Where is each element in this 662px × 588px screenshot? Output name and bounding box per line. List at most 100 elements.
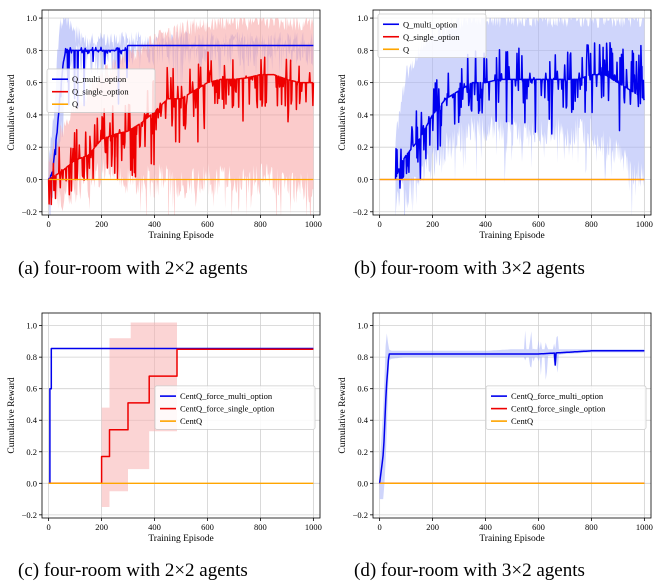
series-group (378, 330, 645, 500)
y-tick-label: 0.6 (357, 384, 368, 394)
x-tick-label: 0 (377, 522, 381, 532)
y-tick-label: 0.4 (26, 110, 37, 120)
x-tick-label: 400 (479, 219, 492, 229)
x-tick-label: 800 (254, 219, 267, 229)
series-group (47, 18, 315, 215)
x-axis-label: Training Episode (479, 534, 544, 544)
legend-label-q: Q (72, 99, 78, 109)
caption-b: (b) four-room with 3×2 agents (354, 258, 585, 279)
chart-d: 0 200 400 600 800 1000 −0.2 0.0 0.2 0.4 0.6 0.8 1.0 T… (338, 312, 653, 544)
x-tick-label: 1000 (305, 219, 322, 229)
legend-box (377, 13, 487, 58)
x-tick-label: 800 (585, 522, 598, 532)
y-tick-label: 0.8 (357, 352, 368, 362)
x-tick-label: 0 (46, 522, 50, 532)
x-tick-label: 600 (532, 219, 545, 229)
chart-panel-a: 0 200 400 600 800 1000 −0.2 0.0 0.2 0.4 0.6 0.8 1.0 T… (0, 0, 331, 250)
legend-label-q-single-option: Q_single_option (403, 32, 460, 42)
legend-label-centq: CentQ (511, 416, 533, 426)
legend-label-centq: CentQ (180, 416, 202, 426)
chart-panel-c: 0 200 400 600 800 1000 −0.2 0.0 0.2 0.4 0.6 0.8 1.0 T… (0, 303, 331, 553)
y-tick-label: 1.0 (357, 13, 368, 23)
series-line-centq-force-single-option (48, 348, 314, 485)
y-tick-label: 0.2 (26, 142, 37, 152)
x-tick-label: 1000 (305, 522, 322, 532)
legend-label-centq-force-single-option: CentQ_force_single_option (180, 404, 275, 414)
y-tick-label: 0.6 (357, 78, 368, 88)
y-tick-label: 0.8 (357, 45, 368, 55)
x-tick-label: 200 (426, 522, 439, 532)
y-tick-label: 0.2 (357, 142, 368, 152)
legend-label-q-multi-option: Q_multi_option (403, 19, 458, 29)
y-tick-label: −0.2 (22, 207, 37, 217)
x-tick-label: 800 (585, 219, 598, 229)
chart-panel-b: 0 200 400 600 800 1000 −0.2 0.0 0.2 0.4 0.6 0.8 1.0 T… (331, 0, 662, 250)
axes-frame (372, 312, 652, 519)
x-tick-label: 800 (254, 522, 267, 532)
y-tick-label: −0.2 (22, 510, 37, 520)
x-tick-label: 1000 (636, 219, 653, 229)
y-tick-label: 0.0 (357, 174, 368, 184)
x-tick-label: 0 (46, 219, 50, 229)
axes-frame (41, 9, 321, 216)
y-tick-label: 0.0 (357, 478, 368, 488)
x-axis-label: Training Episode (148, 231, 213, 241)
x-tick-label: 600 (201, 219, 214, 229)
series-group (48, 322, 314, 507)
y-tick-label: 0.8 (26, 45, 37, 55)
legend-label-q: Q (403, 44, 409, 54)
x-tick-label: 0 (377, 219, 381, 229)
chart-panel-d: 0 200 400 600 800 1000 −0.2 0.0 0.2 0.4 0.6 0.8 1.0 T… (331, 303, 662, 553)
chart-c: 0 200 400 600 800 1000 −0.2 0.0 0.2 0.4 0.6 0.8 1.0 T… (7, 312, 322, 544)
x-tick-label: 200 (95, 219, 108, 229)
caption-d: (d) four-room with 3×2 agents (354, 560, 585, 581)
y-tick-label: −0.2 (353, 207, 368, 217)
x-axis-label: Training Episode (479, 231, 544, 241)
x-tick-label: 600 (201, 522, 214, 532)
x-tick-label: 200 (426, 219, 439, 229)
series-line-q-multi-option (47, 44, 314, 182)
x-tick-label: 1000 (636, 522, 653, 532)
legend-box (485, 385, 647, 430)
chart-a: 0 200 400 600 800 1000 −0.2 0.0 0.2 0.4 0.6 0.8 1.0 T… (7, 9, 322, 241)
legend: CentQ_force_multi_option CentQ_force_sing… (485, 385, 647, 430)
legend: CentQ_force_multi_option CentQ_force_sing… (154, 385, 316, 430)
y-tick-label: 1.0 (26, 13, 37, 23)
y-tick-label: 0.4 (357, 110, 368, 120)
x-tick-label: 200 (95, 522, 108, 532)
y-axis-label: Cumulative Reward (338, 74, 348, 150)
chart-b: 0 200 400 600 800 1000 −0.2 0.0 0.2 0.4 0.6 0.8 1.0 T… (338, 9, 653, 241)
series-line-q-multi-option (394, 42, 646, 189)
caption-c: (c) four-room with 2×2 agents (18, 560, 248, 581)
y-tick-label: 0.0 (26, 478, 37, 488)
y-tick-label: 0.8 (26, 352, 37, 362)
series-line-centq-force-multi-option (378, 350, 645, 484)
legend-box (154, 385, 316, 430)
y-axis-label: Cumulative Reward (338, 377, 348, 453)
y-tick-label: 0.2 (357, 447, 368, 457)
y-axis-label: Cumulative Reward (7, 74, 17, 150)
y-tick-label: 0.4 (357, 415, 368, 425)
legend: Q_multi_option Q_single_option Q (46, 68, 156, 113)
legend-label-q-multi-option: Q_multi_option (72, 74, 127, 84)
legend-label-centq-force-multi-option: CentQ_force_multi_option (180, 391, 273, 401)
axes-frame (41, 312, 321, 519)
legend: Q_multi_option Q_single_option Q (377, 13, 487, 58)
x-tick-label: 600 (532, 522, 545, 532)
legend-label-centq-force-single-option: CentQ_force_single_option (511, 404, 606, 414)
series-group (379, 18, 646, 215)
x-tick-label: 400 (148, 522, 161, 532)
axes-frame (372, 9, 652, 216)
series-line-q-single-option (47, 51, 315, 206)
y-tick-label: 0.6 (26, 384, 37, 394)
caption-a: (a) four-room with 2×2 agents (18, 258, 248, 279)
x-axis-label: Training Episode (148, 534, 213, 544)
y-tick-label: 0.0 (26, 174, 37, 184)
y-tick-label: 0.4 (26, 415, 37, 425)
x-tick-label: 400 (479, 522, 492, 532)
y-tick-label: 0.2 (26, 447, 37, 457)
y-tick-label: 1.0 (26, 321, 37, 331)
legend-label-centq-force-multi-option: CentQ_force_multi_option (511, 391, 604, 401)
y-tick-label: 1.0 (357, 321, 368, 331)
y-tick-label: 0.6 (26, 78, 37, 88)
